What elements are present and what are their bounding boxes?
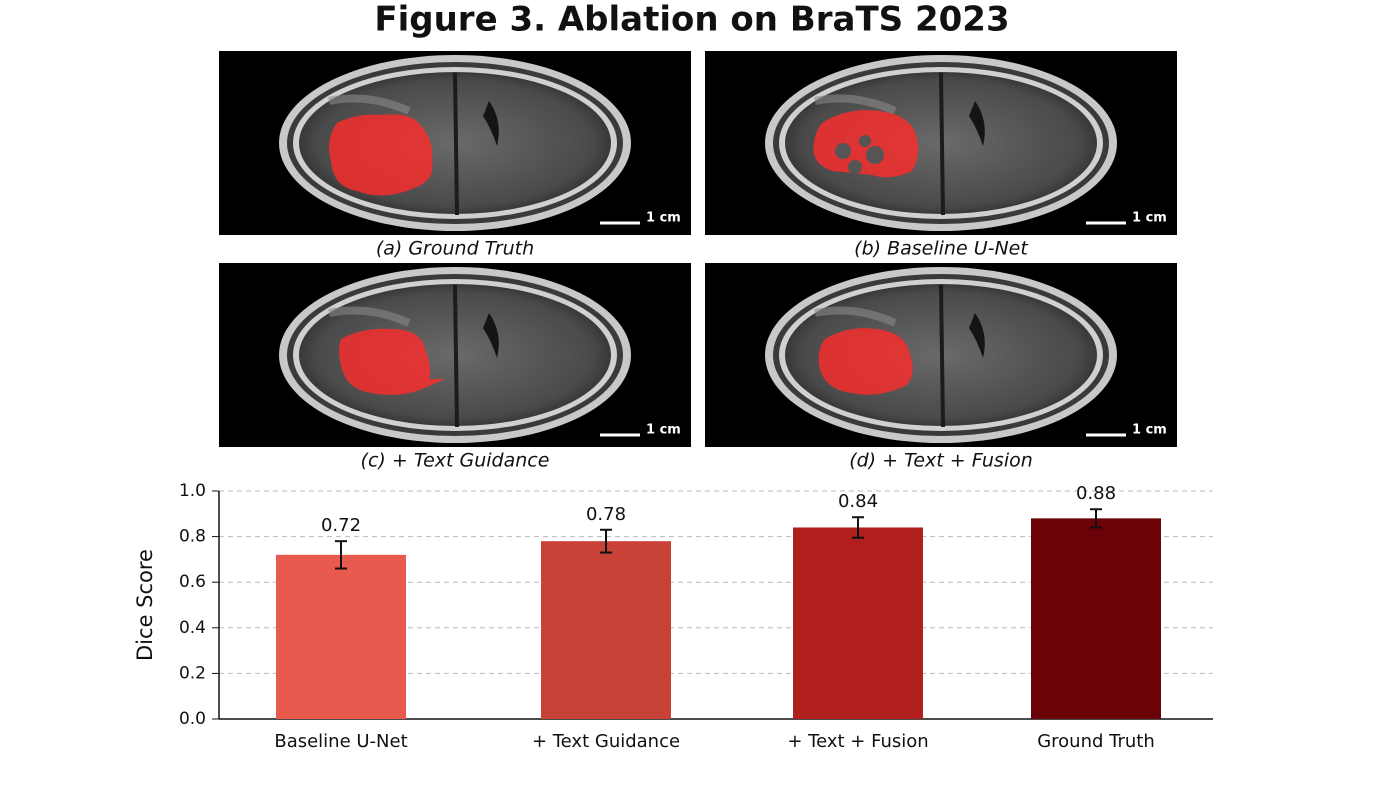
mri-image xyxy=(219,263,691,447)
mri-panel: 1 cm xyxy=(219,263,691,447)
value-label: 0.88 xyxy=(1076,483,1116,504)
y-axis-label: Dice Score xyxy=(133,549,157,661)
mri-image xyxy=(705,51,1177,235)
scale-label: 1 cm xyxy=(1132,423,1167,438)
scale-label: 1 cm xyxy=(646,211,681,226)
mri-panel: 1 cm xyxy=(219,51,691,235)
mask-hole xyxy=(866,146,884,164)
value-label: 0.84 xyxy=(838,491,878,512)
bar xyxy=(1031,518,1161,719)
panel-caption: (a) Ground Truth xyxy=(376,238,534,260)
value-label: 0.78 xyxy=(586,504,626,525)
scale-label: 1 cm xyxy=(646,423,681,438)
mask-hole xyxy=(859,135,871,147)
panel-caption: (c) + Text Guidance xyxy=(361,450,550,472)
scale-label: 1 cm xyxy=(1132,211,1167,226)
tumor-mask xyxy=(329,114,433,196)
mri-image xyxy=(219,51,691,235)
mri-panel: 1 cm xyxy=(705,263,1177,447)
panel-caption: (d) + Text + Fusion xyxy=(849,450,1033,472)
y-tick-label: 0.2 xyxy=(179,663,206,683)
x-tick-label: + Text Guidance xyxy=(532,731,680,752)
mask-hole xyxy=(835,143,851,159)
x-tick-label: + Text + Fusion xyxy=(787,731,928,752)
x-tick-label: Baseline U-Net xyxy=(274,731,407,752)
tumor-mask xyxy=(818,328,913,395)
y-tick-label: 0.8 xyxy=(179,527,206,547)
tumor-mask xyxy=(339,328,445,395)
y-tick-label: 0.6 xyxy=(179,572,206,592)
panel-caption: (b) Baseline U-Net xyxy=(854,238,1029,260)
value-label: 0.72 xyxy=(321,515,361,536)
mask-hole xyxy=(848,160,862,174)
mri-panel: 1 cm xyxy=(705,51,1177,235)
figure-title: Figure 3. Ablation on BraTS 2023 xyxy=(374,0,1009,40)
bar xyxy=(276,554,406,719)
x-tick-label: Ground Truth xyxy=(1037,731,1155,752)
mri-image xyxy=(705,263,1177,447)
y-tick-label: 1.0 xyxy=(179,481,206,501)
y-tick-label: 0.0 xyxy=(179,709,206,729)
bar xyxy=(793,527,923,719)
y-tick-label: 0.4 xyxy=(179,618,206,638)
bar xyxy=(541,541,671,719)
